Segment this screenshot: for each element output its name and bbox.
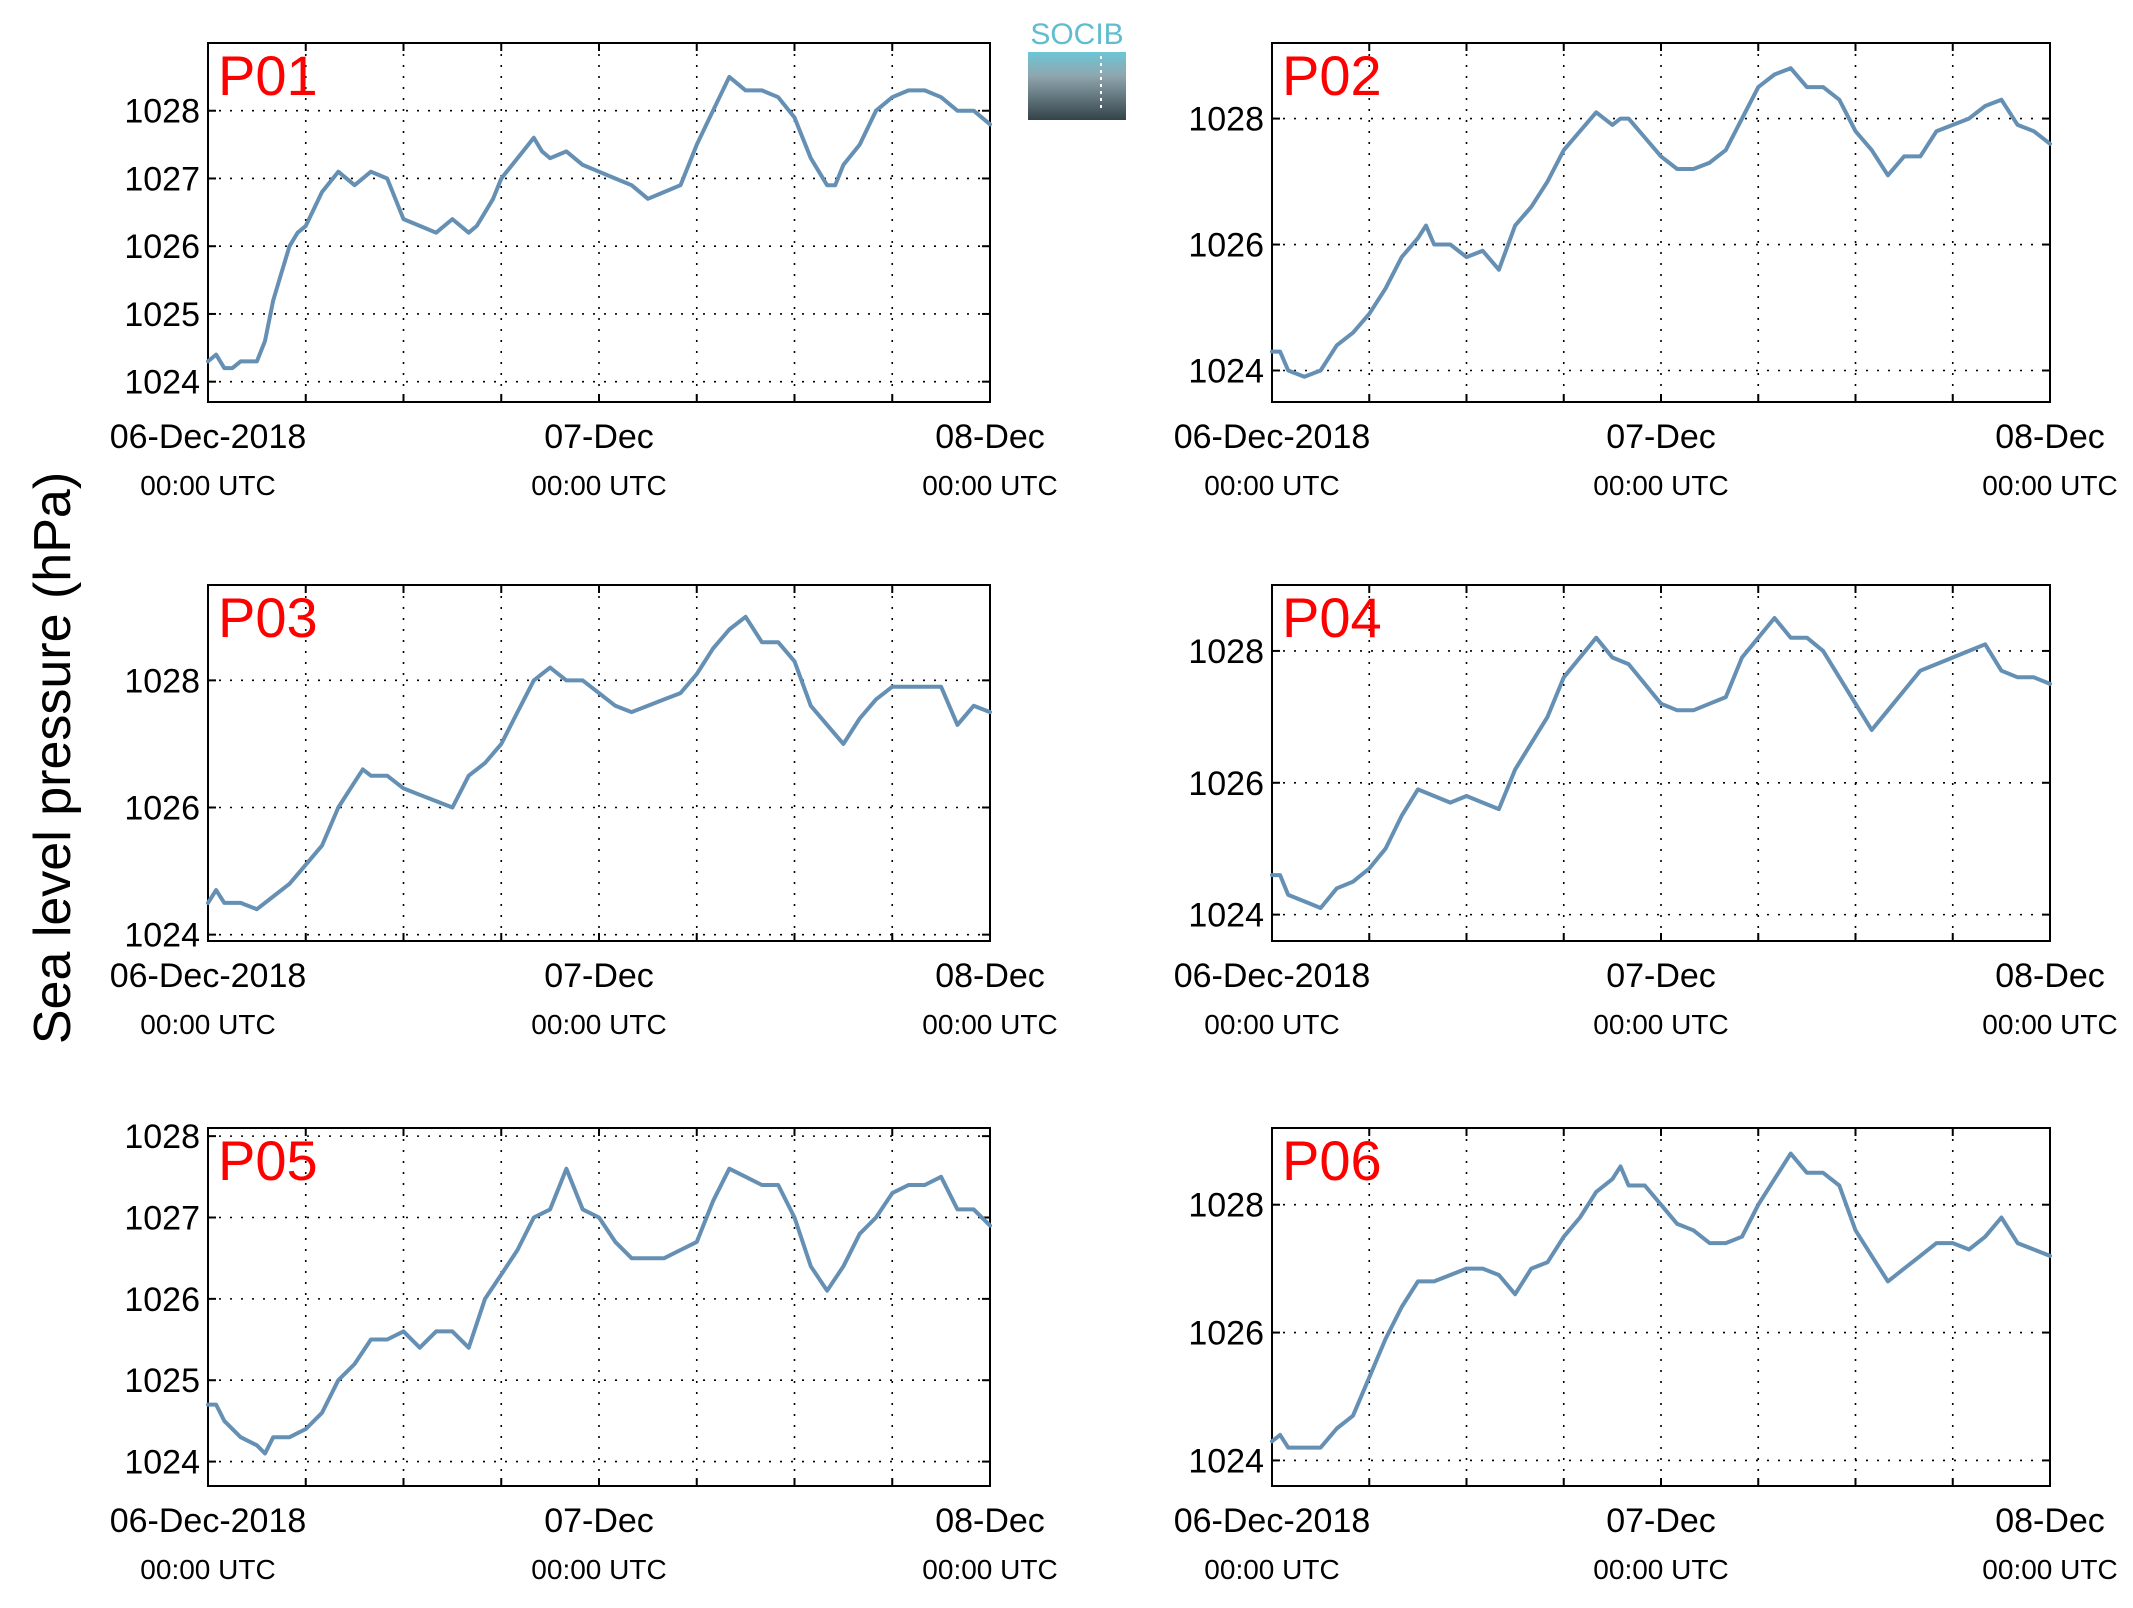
x-tick-label-date: 06-Dec-2018 xyxy=(1174,957,1371,995)
panel-p06: 1024 1026 1028 06-Dec-2018 00:00 UTC 07-Dec 00… xyxy=(1174,1127,2118,1585)
y-tick-label: 1024 xyxy=(1188,1442,1264,1480)
x-tick-label-time: 00:00 UTC xyxy=(1593,1554,1728,1585)
x-tick-label-time: 00:00 UTC xyxy=(1982,470,2117,501)
y-tick-label: 1024 xyxy=(1188,897,1264,935)
x-tick-label-date: 07-Dec xyxy=(544,957,654,995)
y-tick-label: 1025 xyxy=(124,296,200,334)
y-tick-label: 1024 xyxy=(1188,353,1264,391)
y-tick-label: 1028 xyxy=(124,93,200,131)
x-tick-label-time: 00:00 UTC xyxy=(1982,1009,2117,1040)
y-tick-label: 1026 xyxy=(124,228,200,266)
y-tick-label: 1028 xyxy=(1188,101,1264,139)
x-tick-label-time: 00:00 UTC xyxy=(922,470,1057,501)
x-tick-label-time: 00:00 UTC xyxy=(1204,1009,1339,1040)
x-tick-label-date: 06-Dec-2018 xyxy=(110,1502,307,1540)
panel-label: P03 xyxy=(218,586,318,649)
x-tick-label-time: 00:00 UTC xyxy=(140,470,275,501)
y-tick-label: 1027 xyxy=(124,160,200,198)
panel-p03: 1024 1026 1028 06-Dec-2018 00:00 UTC 07-Dec 00… xyxy=(110,584,1058,1040)
y-tick-label: 1028 xyxy=(1188,1187,1264,1225)
x-tick-label-time: 00:00 UTC xyxy=(922,1009,1057,1040)
series-line-p01 xyxy=(206,74,992,371)
y-tick-label: 1026 xyxy=(1188,227,1264,265)
series-line-p06 xyxy=(1270,1151,2052,1450)
x-tick-label-time: 00:00 UTC xyxy=(1593,470,1728,501)
x-tick-label-date: 08-Dec xyxy=(935,1502,1045,1540)
x-tick-label-time: 00:00 UTC xyxy=(1204,470,1339,501)
y-tick-label: 1026 xyxy=(1188,765,1264,803)
socib-logo: SOCIB xyxy=(1028,18,1126,120)
y-tick-label: 1027 xyxy=(124,1200,200,1238)
x-tick-label-date: 07-Dec xyxy=(1606,1502,1716,1540)
x-tick-label-date: 08-Dec xyxy=(935,418,1045,456)
panel-label: P05 xyxy=(218,1129,318,1192)
panels: 1024 1025 1026 1027 1028 06-Dec-2018 00:00 UTC… xyxy=(110,42,2118,1585)
panel-p04: 1024 1026 1028 06-Dec-2018 00:00 UTC 07-Dec 00… xyxy=(1174,584,2118,1040)
x-tick-label-date: 08-Dec xyxy=(1995,957,2105,995)
x-tick-label-time: 00:00 UTC xyxy=(140,1009,275,1040)
y-tick-label: 1025 xyxy=(124,1362,200,1400)
series-line-p02 xyxy=(1270,66,2052,379)
x-tick-label-date: 06-Dec-2018 xyxy=(110,957,307,995)
panel-p05: 1024 1025 1026 1027 1028 06-Dec-2018 00:00 UTC… xyxy=(110,1118,1058,1585)
y-tick-label: 1024 xyxy=(124,917,200,955)
x-tick-label-date: 06-Dec-2018 xyxy=(1174,1502,1371,1540)
panel-label: P01 xyxy=(218,44,318,107)
y-tick-label: 1028 xyxy=(124,1118,200,1156)
x-tick-label-time: 00:00 UTC xyxy=(531,470,666,501)
x-tick-label-date: 08-Dec xyxy=(1995,418,2105,456)
x-tick-label-date: 06-Dec-2018 xyxy=(110,418,307,456)
x-tick-label-time: 00:00 UTC xyxy=(1982,1554,2117,1585)
panel-label: P04 xyxy=(1282,586,1382,649)
x-tick-label-date: 07-Dec xyxy=(544,418,654,456)
y-tick-label: 1026 xyxy=(124,1281,200,1319)
y-tick-label: 1028 xyxy=(124,662,200,700)
x-tick-label-date: 08-Dec xyxy=(1995,1502,2105,1540)
series-line-p03 xyxy=(206,614,992,912)
x-tick-label-date: 08-Dec xyxy=(935,957,1045,995)
panel-p01: 1024 1025 1026 1027 1028 06-Dec-2018 00:00 UTC… xyxy=(110,42,1058,501)
series-line-p04 xyxy=(1270,616,2052,910)
y-tick-label: 1028 xyxy=(1188,633,1264,671)
x-tick-label-time: 00:00 UTC xyxy=(1593,1009,1728,1040)
x-tick-label-time: 00:00 UTC xyxy=(1204,1554,1339,1585)
series-line-p05 xyxy=(206,1166,992,1456)
x-tick-label-time: 00:00 UTC xyxy=(531,1554,666,1585)
socib-logo-text: SOCIB xyxy=(1030,18,1123,51)
panel-label: P06 xyxy=(1282,1129,1382,1192)
panel-label: P02 xyxy=(1282,44,1382,107)
x-tick-label-date: 07-Dec xyxy=(544,1502,654,1540)
x-tick-label-time: 00:00 UTC xyxy=(531,1009,666,1040)
x-tick-label-date: 06-Dec-2018 xyxy=(1174,418,1371,456)
x-tick-label-date: 07-Dec xyxy=(1606,418,1716,456)
y-tick-label: 1026 xyxy=(124,790,200,828)
y-tick-label: 1024 xyxy=(124,364,200,402)
y-tick-label: 1024 xyxy=(124,1444,200,1482)
y-tick-label: 1026 xyxy=(1188,1315,1264,1353)
y-axis-label: Sea level pressure (hPa) xyxy=(24,472,82,1044)
x-tick-label-time: 00:00 UTC xyxy=(922,1554,1057,1585)
x-tick-label-date: 07-Dec xyxy=(1606,957,1716,995)
panel-p02: 1024 1026 1028 06-Dec-2018 00:00 UTC 07-Dec 00… xyxy=(1174,42,2118,501)
x-tick-label-time: 00:00 UTC xyxy=(140,1554,275,1585)
